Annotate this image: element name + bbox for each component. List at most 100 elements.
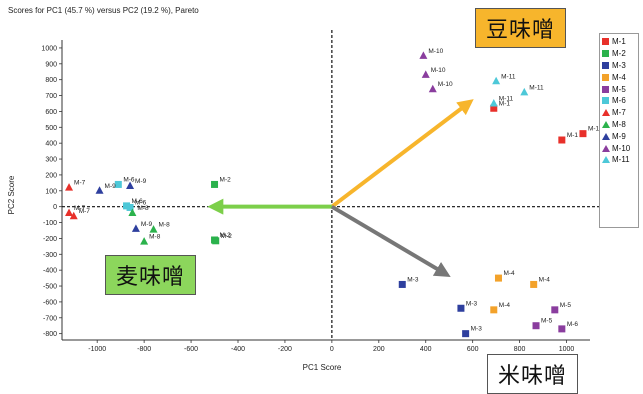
data-point-m-10 <box>419 51 428 59</box>
legend-swatch <box>602 50 609 58</box>
data-point-m-8 <box>140 237 149 245</box>
data-point-m-5 <box>558 325 566 333</box>
y-tick-label: -300 <box>43 252 57 259</box>
data-point-m-8 <box>128 208 137 217</box>
legend-item-m-5: M-5 <box>602 83 636 95</box>
data-point-m-3 <box>462 330 470 338</box>
data-point-label: M-3 <box>407 276 419 283</box>
data-point-m-1 <box>579 130 587 138</box>
legend-swatch <box>602 156 610 164</box>
x-tick-label: 800 <box>514 346 526 353</box>
legend-label: M-7 <box>612 108 626 118</box>
x-tick-label: -1000 <box>88 346 106 353</box>
legend-item-m-11: M-11 <box>602 154 636 166</box>
y-tick-label: -600 <box>43 299 57 306</box>
data-point-label: M-6 <box>567 321 579 328</box>
legend: M-1 M-2 M-3 M-4 M-5 M-6 M-7 M-8 M-9 M-10 M-11 <box>599 33 639 228</box>
data-point-m-3 <box>457 304 465 312</box>
data-point-label: M-9 <box>135 178 147 185</box>
data-point-label: M-6 <box>135 199 147 206</box>
y-tick-label: -700 <box>43 315 57 322</box>
data-point-m-11 <box>492 76 501 85</box>
data-point-label: M-7 <box>74 180 86 187</box>
legend-swatch <box>602 61 609 69</box>
x-tick-label: 1000 <box>559 346 575 353</box>
x-tick-label: -200 <box>278 346 292 353</box>
y-tick-label: -800 <box>43 331 57 338</box>
data-point-label: M-10 <box>428 48 443 55</box>
legend-item-m-4: M-4 <box>602 71 636 83</box>
data-point-label: M-11 <box>501 73 516 80</box>
data-point-label: M-4 <box>503 270 515 277</box>
data-point-label: M-7 <box>74 205 86 212</box>
data-point-label: M-11 <box>529 84 544 91</box>
x-tick-label: -600 <box>184 346 198 353</box>
y-tick-label: -500 <box>43 284 57 291</box>
y-tick-label: -200 <box>43 236 57 243</box>
data-point-m-7 <box>65 183 74 191</box>
x-tick-label: 200 <box>373 346 385 353</box>
data-point-m-6 <box>126 203 134 211</box>
direction-arrow <box>330 99 474 209</box>
data-point-m-4 <box>530 280 538 288</box>
data-point-label: M-1 <box>588 126 600 133</box>
data-point-label: M-1 <box>499 100 511 107</box>
legend-label: M-8 <box>612 119 626 129</box>
legend-label: M-10 <box>612 143 631 153</box>
legend-swatch <box>602 109 610 117</box>
data-point-label: M-2 <box>220 176 232 183</box>
data-point-label: M-11 <box>499 95 514 102</box>
data-point-m-5 <box>551 306 559 314</box>
data-point-label: M-3 <box>471 326 483 333</box>
data-point-m-2 <box>211 180 219 188</box>
data-point-label: M-7 <box>79 208 91 215</box>
data-point-label: M-5 <box>560 302 572 309</box>
legend-label: M-11 <box>612 155 630 165</box>
legend-label: M-9 <box>612 131 626 141</box>
data-point-m-9 <box>131 224 140 232</box>
data-point-m-8 <box>149 225 158 233</box>
data-point-m-1 <box>490 104 498 112</box>
legend-swatch <box>602 120 610 128</box>
data-point-m-7 <box>65 208 74 217</box>
x-axis-label: PC1 Score <box>303 363 342 372</box>
data-point-m-6 <box>114 180 122 188</box>
x-tick-label: 600 <box>467 346 479 353</box>
data-point-label: M-6 <box>123 176 135 183</box>
legend-label: M-2 <box>612 49 626 59</box>
legend-label: M-3 <box>612 60 626 70</box>
legend-label: M-6 <box>612 96 626 106</box>
data-point-label: M-10 <box>438 81 453 88</box>
data-point-label: M-8 <box>149 234 161 241</box>
data-point-label: M-8 <box>159 222 171 229</box>
y-tick-label: 0 <box>53 204 57 211</box>
x-tick-label: 0 <box>330 346 334 353</box>
legend-item-m-9: M-9 <box>602 130 636 142</box>
x-tick-label: 400 <box>420 346 432 353</box>
y-tick-label: -400 <box>43 268 57 275</box>
legend-swatch <box>602 38 609 46</box>
data-point-m-5 <box>532 322 540 330</box>
annotation-mame-miso: 豆味噌 <box>475 8 567 48</box>
data-point-label: M-6 <box>132 198 144 205</box>
legend-swatch <box>602 85 609 93</box>
y-tick-label: -100 <box>43 220 57 227</box>
data-point-label: M-9 <box>141 221 153 228</box>
y-tick-label: 500 <box>45 125 57 132</box>
data-point-label: M-3 <box>466 300 478 307</box>
data-point-m-4 <box>490 306 498 314</box>
x-tick-label: -400 <box>231 346 245 353</box>
y-tick-label: 900 <box>45 61 57 68</box>
legend-item-m-1: M-1 <box>602 36 636 48</box>
legend-item-m-3: M-3 <box>602 60 636 72</box>
legend-item-m-10: M-10 <box>602 142 636 154</box>
annotation-kome-miso: 米味噌 <box>487 354 579 394</box>
data-point-label: M-2 <box>221 233 233 240</box>
data-point-m-4 <box>494 274 502 282</box>
chart-title: Scores for PC1 (45.7 %) versus PC2 (19.2… <box>8 6 199 15</box>
y-axis-label: PC2 Score <box>7 175 16 214</box>
data-point-m-11 <box>520 87 529 96</box>
x-tick-label: -800 <box>137 346 151 353</box>
data-point-label: M-1 <box>567 132 579 139</box>
legend-label: M-1 <box>612 37 626 47</box>
